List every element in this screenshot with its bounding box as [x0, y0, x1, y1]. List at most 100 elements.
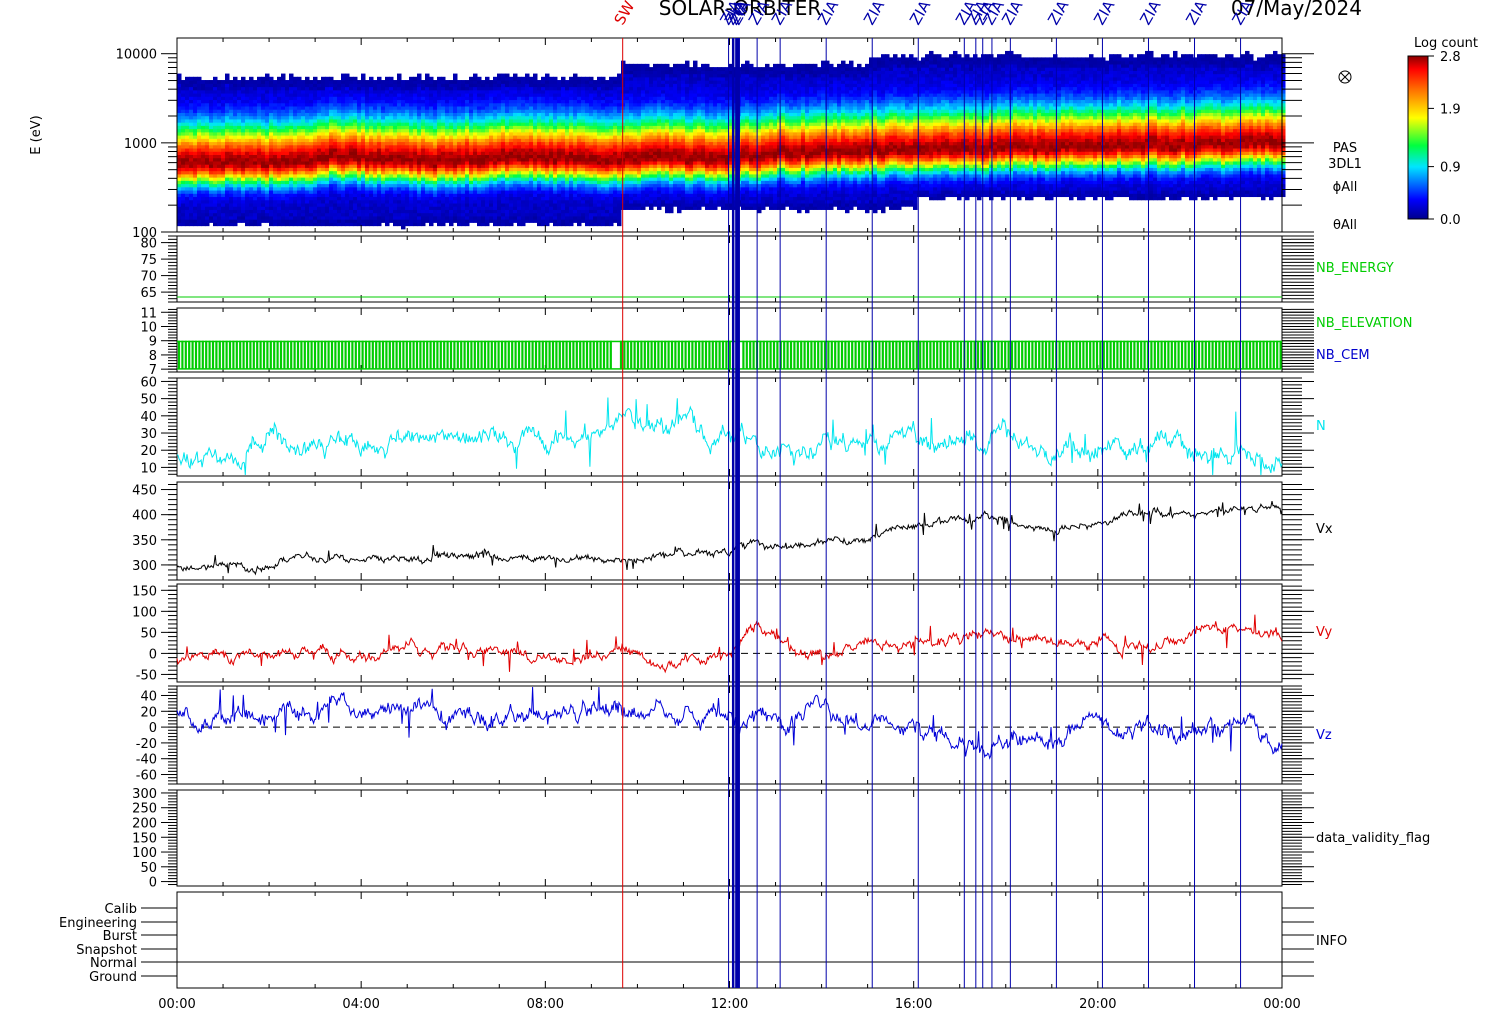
- heatmap-cell: [377, 209, 382, 214]
- heatmap-cell: [525, 206, 530, 210]
- heatmap-cell: [549, 118, 554, 123]
- heatmap-cell: [505, 173, 510, 178]
- heatmap-cell: [185, 196, 190, 201]
- heatmap-cell: [265, 154, 270, 159]
- heatmap-cell: [181, 180, 186, 185]
- heatmap-cell: [501, 115, 506, 120]
- heatmap-cell: [257, 118, 262, 123]
- heatmap-cell: [517, 99, 522, 104]
- heatmap-cell: [257, 96, 262, 101]
- heatmap-cell: [549, 102, 554, 107]
- heatmap-cell: [461, 86, 466, 91]
- heatmap-cell: [233, 135, 238, 139]
- heatmap-cell: [229, 170, 234, 175]
- heatmap-cell: [341, 112, 346, 117]
- heatmap-cell: [581, 164, 586, 168]
- heatmap-cell: [397, 222, 402, 227]
- heatmap-cell: [585, 128, 590, 133]
- heatmap-cell: [557, 122, 562, 126]
- heatmap-cell: [461, 193, 466, 198]
- heatmap-cell: [349, 92, 354, 97]
- heatmap-cell: [361, 180, 366, 185]
- heatmap-cell: [205, 86, 210, 91]
- heatmap-cell: [545, 219, 550, 223]
- heatmap-cell: [601, 157, 606, 162]
- heatmap-cell: [409, 105, 414, 110]
- heatmap-cell: [349, 138, 354, 143]
- heatmap-cell: [473, 173, 478, 178]
- heatmap-cell: [425, 180, 430, 185]
- heatmap-cell: [321, 135, 326, 139]
- heatmap-cell: [569, 80, 574, 84]
- heatmap-cell: [321, 209, 326, 214]
- heatmap-cell: [553, 173, 558, 178]
- heatmap-cell: [545, 86, 550, 91]
- heatmap-cell: [441, 122, 446, 126]
- heatmap-cell: [305, 177, 310, 181]
- heatmap-cell: [345, 135, 350, 139]
- heatmap-cell: [517, 144, 522, 149]
- heatmap-cell: [345, 206, 350, 210]
- heatmap-cell: [193, 196, 198, 201]
- heatmap-cell: [477, 154, 482, 159]
- heatmap-cell: [477, 193, 482, 198]
- heatmap-cell: [413, 173, 418, 178]
- heatmap-cell: [285, 99, 290, 104]
- heatmap-cell: [557, 92, 562, 97]
- heatmap-cell: [201, 109, 206, 113]
- heatmap-cell: [361, 135, 366, 139]
- heatmap-cell: [429, 131, 434, 136]
- heatmap-cell: [281, 80, 286, 84]
- heatmap-cell: [429, 76, 434, 81]
- heatmap-cell: [497, 92, 502, 97]
- heatmap-cell: [449, 189, 454, 194]
- heatmap-cell: [405, 186, 410, 191]
- heatmap-cell: [201, 199, 206, 204]
- heatmap-cell: [517, 202, 522, 207]
- heatmap-cell: [461, 196, 466, 201]
- heatmap-cell: [417, 122, 422, 126]
- heatmap-cell: [417, 141, 422, 146]
- heatmap-cell: [285, 144, 290, 149]
- heatmap-cell: [569, 183, 574, 188]
- heatmap-cell: [401, 115, 406, 120]
- heatmap-cell: [281, 83, 286, 88]
- heatmap-cell: [329, 212, 334, 217]
- heatmap-cell: [553, 92, 558, 97]
- heatmap-cell: [573, 202, 578, 207]
- heatmap-cell: [561, 118, 566, 123]
- heatmap-cell: [509, 206, 514, 210]
- heatmap-cell: [237, 206, 242, 210]
- heatmap-cell: [277, 83, 282, 88]
- heatmap-cell: [337, 109, 342, 113]
- heatmap-cell: [321, 167, 326, 172]
- heatmap-cell: [257, 147, 262, 152]
- heatmap-cell: [377, 128, 382, 133]
- heatmap-cell: [353, 180, 358, 185]
- heatmap-cell: [301, 86, 306, 91]
- heatmap-cell: [205, 118, 210, 123]
- heatmap-cell: [181, 112, 186, 117]
- heatmap-cell: [201, 151, 206, 155]
- heatmap-cell: [193, 164, 198, 168]
- heatmap-cell: [313, 83, 318, 88]
- heatmap-cell: [269, 157, 274, 162]
- heatmap-cell: [601, 96, 606, 101]
- heatmap-cell: [437, 92, 442, 97]
- heatmap-cell: [269, 109, 274, 113]
- heatmap-cell: [233, 164, 238, 168]
- heatmap-cell: [293, 196, 298, 201]
- heatmap-cell: [293, 199, 298, 204]
- heatmap-cell: [233, 102, 238, 107]
- heatmap-cell: [517, 102, 522, 107]
- heatmap-cell: [397, 141, 402, 146]
- heatmap-cell: [369, 206, 374, 210]
- heatmap-cell: [297, 206, 302, 210]
- heatmap-cell: [289, 128, 294, 133]
- heatmap-cell: [541, 157, 546, 162]
- heatmap-cell: [449, 144, 454, 149]
- heatmap-cell: [605, 219, 610, 223]
- heatmap-cell: [209, 112, 214, 117]
- heatmap-cell: [337, 122, 342, 126]
- heatmap-cell: [409, 193, 414, 198]
